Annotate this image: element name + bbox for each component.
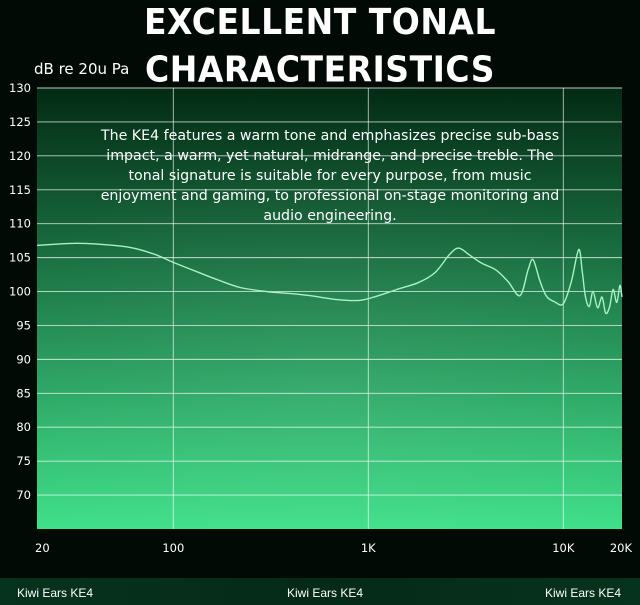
x-tick-label: 1K	[361, 541, 376, 555]
y-axis-unit-label: dB re 20u Pa	[34, 60, 130, 78]
footer-brand-label: Kiwi Ears KE4	[545, 586, 622, 600]
y-tick-label: 115	[9, 183, 31, 197]
chart-annotation-line: tonal signature is suitable for every pu…	[128, 168, 531, 184]
y-tick-label: 110	[9, 217, 31, 231]
y-tick-label: 95	[16, 318, 31, 332]
y-tick-label: 125	[9, 115, 31, 129]
footer-bar: Kiwi Ears KE4 Kiwi Ears KE4 Kiwi Ears KE…	[0, 578, 640, 605]
y-tick-label: 130	[9, 81, 31, 95]
chart-annotation-line: The KE4 features a warm tone and emphasi…	[100, 128, 559, 144]
frequency-response-chart: 70 75 80 85 90 95 100 105 110 115 120 125 130 20 100 1…	[9, 81, 633, 555]
chart-annotation-line: impact, a warm, yet natural, midrange, a…	[106, 148, 553, 164]
footer-brand-label: Kiwi Ears KE4	[287, 586, 364, 600]
x-tick-label: 10K	[552, 541, 575, 555]
chart-annotation-line: enjoyment and gaming, to professional on…	[101, 188, 560, 204]
x-tick-label: 20	[35, 541, 50, 555]
x-tick-label: 100	[162, 541, 184, 555]
chart-annotation-line: audio engineering.	[263, 208, 396, 224]
y-tick-label: 100	[9, 285, 31, 299]
page-title: EXCELLENT TONAL CHARACTERISTICS	[143, 0, 497, 91]
y-tick-label: 70	[16, 488, 31, 502]
y-tick-label: 90	[16, 352, 31, 366]
frequency-response-line	[36, 242, 623, 315]
y-tick-label: 75	[16, 454, 31, 468]
y-tick-label: 105	[9, 251, 31, 265]
x-tick-label: 20K	[610, 541, 633, 555]
footer-brand-label: Kiwi Ears KE4	[17, 586, 94, 600]
y-tick-label: 80	[16, 420, 31, 434]
plot-glow	[37, 88, 622, 529]
y-tick-label: 120	[9, 149, 31, 163]
chart-annotation: The KE4 features a warm tone and emphasi…	[100, 128, 559, 224]
y-tick-label: 85	[16, 386, 31, 400]
